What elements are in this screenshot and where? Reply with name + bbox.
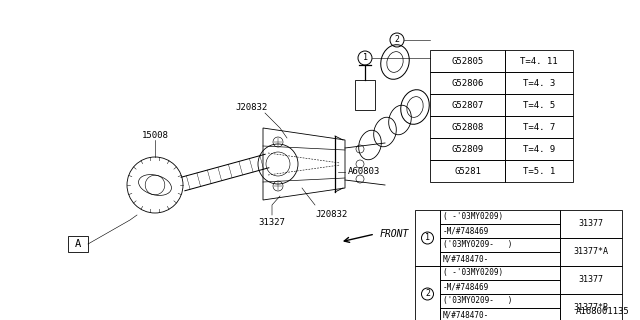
Bar — [505, 138, 573, 160]
Text: T=4. 7: T=4. 7 — [523, 123, 555, 132]
Bar — [415, 266, 440, 320]
Text: 1: 1 — [362, 53, 367, 62]
Text: T=5. 1: T=5. 1 — [523, 166, 555, 175]
Bar — [430, 160, 505, 182]
Text: J20832: J20832 — [236, 103, 268, 112]
Bar — [505, 72, 573, 94]
Text: ('03MY0209-   ): ('03MY0209- ) — [443, 297, 513, 306]
Bar — [560, 210, 622, 238]
Text: A168001135: A168001135 — [576, 308, 630, 316]
Bar — [560, 266, 622, 294]
Bar — [505, 160, 573, 182]
Bar — [560, 294, 622, 320]
Bar — [560, 238, 622, 266]
Text: 2: 2 — [425, 290, 430, 299]
Text: T=4. 5: T=4. 5 — [523, 100, 555, 109]
Text: ('03MY0209-   ): ('03MY0209- ) — [443, 241, 513, 250]
Text: G52806: G52806 — [451, 78, 484, 87]
Bar — [440, 238, 560, 252]
Text: ( -'03MY0209): ( -'03MY0209) — [443, 212, 503, 221]
Bar — [440, 252, 560, 266]
Bar — [430, 116, 505, 138]
Text: 1: 1 — [425, 234, 430, 243]
Text: T=4. 3: T=4. 3 — [523, 78, 555, 87]
Text: -M/#748469: -M/#748469 — [443, 227, 489, 236]
Text: T=4. 9: T=4. 9 — [523, 145, 555, 154]
Bar — [440, 280, 560, 294]
Text: 15008: 15008 — [141, 131, 168, 140]
Bar — [355, 80, 375, 110]
Text: G52809: G52809 — [451, 145, 484, 154]
Text: A: A — [75, 239, 81, 249]
Bar — [440, 224, 560, 238]
Text: G52805: G52805 — [451, 57, 484, 66]
Bar — [440, 308, 560, 320]
Text: 2: 2 — [394, 36, 399, 44]
Text: 31377*B: 31377*B — [573, 303, 609, 313]
Bar — [430, 72, 505, 94]
Text: 31377: 31377 — [579, 220, 604, 228]
Text: G5281: G5281 — [454, 166, 481, 175]
Text: 31327: 31327 — [259, 218, 285, 227]
Text: J20832: J20832 — [315, 210, 348, 219]
Text: G52807: G52807 — [451, 100, 484, 109]
Text: M/#748470-: M/#748470- — [443, 254, 489, 263]
Bar — [440, 294, 560, 308]
Text: FRONT: FRONT — [380, 229, 410, 239]
Bar — [505, 50, 573, 72]
Bar — [430, 94, 505, 116]
Text: -M/#748469: -M/#748469 — [443, 283, 489, 292]
Text: G52808: G52808 — [451, 123, 484, 132]
Bar — [440, 266, 560, 280]
Bar — [440, 210, 560, 224]
Bar — [505, 94, 573, 116]
Text: 31377*A: 31377*A — [573, 247, 609, 257]
Text: 31377: 31377 — [579, 276, 604, 284]
Text: M/#748470-: M/#748470- — [443, 310, 489, 319]
Bar — [505, 116, 573, 138]
Bar — [430, 50, 505, 72]
Bar — [415, 210, 440, 266]
Bar — [430, 138, 505, 160]
Text: ( -'03MY0209): ( -'03MY0209) — [443, 268, 503, 277]
Text: T=4. 11: T=4. 11 — [520, 57, 558, 66]
Bar — [68, 236, 88, 252]
Text: A60803: A60803 — [348, 167, 380, 177]
